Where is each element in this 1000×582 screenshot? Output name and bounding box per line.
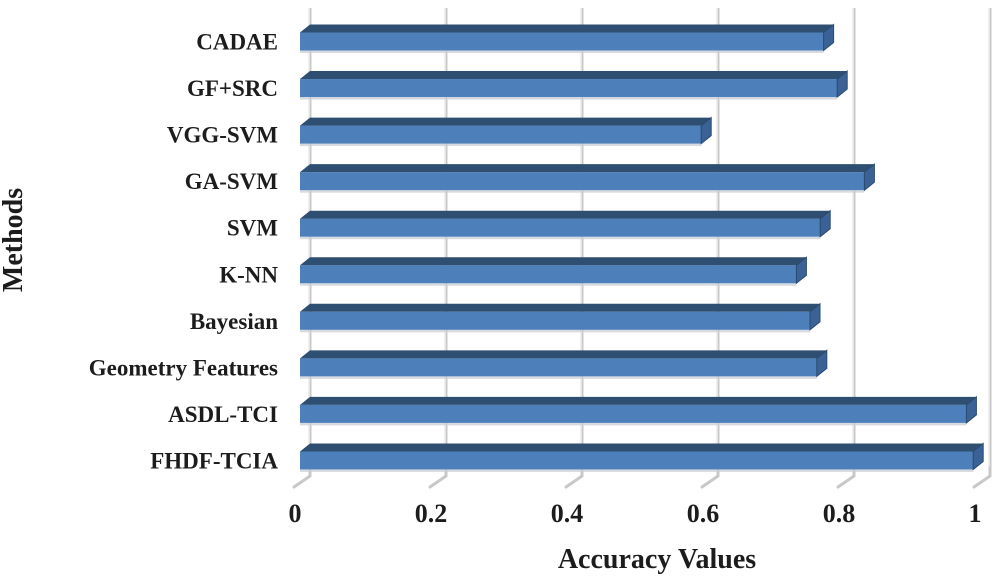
bar-shadow bbox=[300, 329, 810, 333]
category-label: K-NN bbox=[219, 262, 278, 287]
bar-side-face bbox=[700, 116, 712, 145]
bar-side-face bbox=[795, 256, 807, 285]
x-tick-label: 0.4 bbox=[551, 499, 584, 528]
bar-shadow bbox=[300, 376, 817, 379]
x-tick-labels: 0 0.2 0.4 0.6 0.8 1 bbox=[289, 499, 982, 528]
bar-front-face bbox=[300, 265, 797, 284]
bar-shadow bbox=[300, 283, 797, 286]
category-label: FHDF-TCIA bbox=[150, 448, 278, 473]
x-tick-label: 0.8 bbox=[823, 499, 856, 528]
category-label: Bayesian bbox=[190, 309, 278, 334]
bar-front-face bbox=[300, 358, 817, 377]
category-label: CADAE bbox=[196, 30, 278, 55]
x-axis-title: Accuracy Values bbox=[558, 544, 756, 575]
bar bbox=[300, 23, 835, 53]
bar bbox=[300, 209, 831, 240]
bar-top-face bbox=[300, 210, 831, 219]
bar bbox=[300, 442, 984, 472]
bar-side-face bbox=[816, 349, 828, 378]
bar-front-face bbox=[300, 32, 824, 51]
bar-side-face bbox=[809, 302, 821, 331]
x-tick-label: 0.2 bbox=[415, 499, 448, 528]
category-label: VGG-SVM bbox=[167, 123, 278, 148]
x-tick-label: 0 bbox=[289, 499, 302, 528]
bar-side-face bbox=[863, 163, 875, 192]
bar-shadow bbox=[300, 50, 824, 53]
bar-front-face bbox=[300, 218, 821, 237]
category-label: GA-SVM bbox=[185, 169, 279, 194]
category-label: GF+SRC bbox=[187, 76, 278, 101]
bar-front-face bbox=[300, 311, 810, 330]
bar-top-face bbox=[300, 396, 977, 405]
bar-front-face bbox=[300, 125, 702, 144]
bar-top-face bbox=[300, 350, 827, 359]
bar-top-face bbox=[300, 117, 712, 126]
bar-front-face bbox=[300, 404, 967, 423]
bar-top-face bbox=[300, 257, 807, 266]
bar bbox=[300, 302, 821, 333]
bar-shadow bbox=[300, 190, 865, 193]
bar bbox=[300, 395, 977, 426]
bar-top-face bbox=[300, 71, 848, 80]
bar-top-face bbox=[300, 164, 875, 173]
category-label: ASDL-TCI bbox=[168, 402, 278, 427]
bar-shadow bbox=[300, 236, 821, 240]
bar bbox=[300, 116, 712, 147]
x-tick-label: 0.6 bbox=[687, 499, 720, 528]
bar-front-face bbox=[300, 451, 974, 470]
category-label: SVM bbox=[227, 216, 278, 241]
bar bbox=[300, 70, 848, 100]
bar bbox=[300, 163, 875, 193]
bar-shadow bbox=[300, 422, 967, 426]
bar-side-face bbox=[836, 70, 848, 99]
bar-side-face bbox=[819, 209, 831, 238]
x-tick-label: 1 bbox=[969, 499, 982, 528]
bar-top-face bbox=[300, 443, 984, 452]
bar-top-face bbox=[300, 24, 834, 33]
bar-front-face bbox=[300, 172, 865, 191]
category-labels: CADAE GF+SRC VGG-SVM GA-SVM SVM K-NN Bayesian G… bbox=[89, 30, 279, 474]
bar bbox=[300, 256, 807, 286]
bar-shadow bbox=[300, 469, 974, 472]
bars bbox=[300, 23, 984, 472]
tick-mark bbox=[972, 466, 992, 489]
category-label: Geometry Features bbox=[89, 355, 278, 380]
bar-top-face bbox=[300, 303, 820, 312]
bar bbox=[300, 349, 828, 379]
bar-shadow bbox=[300, 143, 702, 147]
bar-shadow bbox=[300, 97, 838, 100]
y-axis-title: Methods bbox=[0, 188, 29, 292]
bar-side-face bbox=[972, 442, 984, 471]
bar-side-face bbox=[823, 23, 835, 52]
bar-front-face bbox=[300, 79, 838, 98]
bar-side-face bbox=[965, 395, 977, 424]
